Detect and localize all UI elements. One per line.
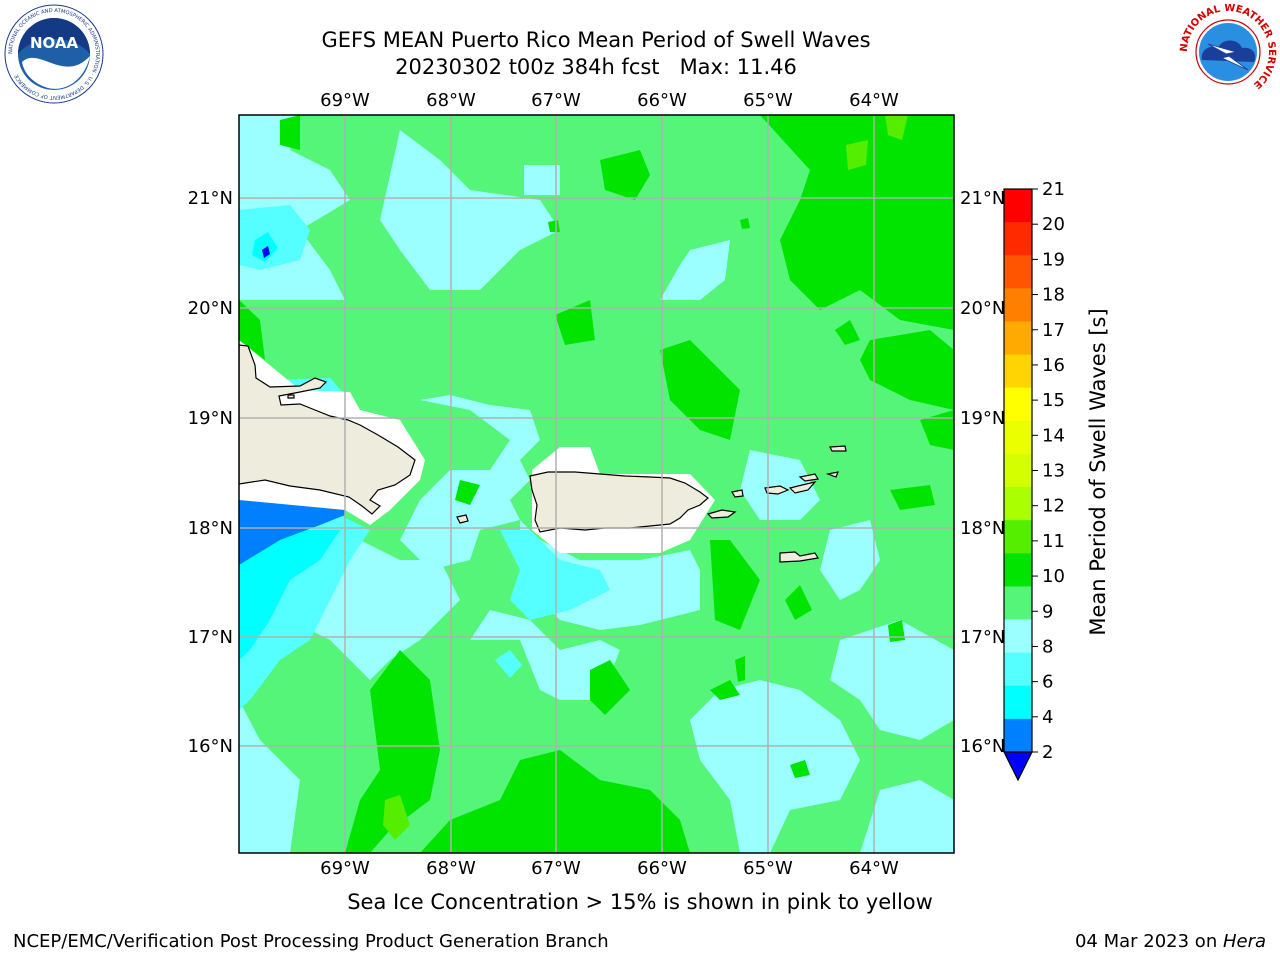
colorbar-segment — [1004, 321, 1032, 356]
lat-label-left: 21°N — [188, 188, 233, 209]
land-areas — [239, 344, 847, 563]
lon-label-top: 64°W — [849, 90, 899, 111]
st-thomas — [764, 485, 790, 495]
puerto-rico — [529, 471, 709, 533]
lon-label-bottom: 67°W — [531, 858, 581, 879]
colorbar-tick-label: 15 — [1042, 390, 1065, 411]
lon-label-top: 67°W — [531, 90, 581, 111]
colorbar-segment — [1004, 255, 1032, 289]
footer-machine: Hera — [1222, 931, 1266, 952]
colorbar-tick-label: 10 — [1042, 566, 1065, 587]
colorbar-tick-label: 6 — [1042, 672, 1053, 693]
colorbar-segment — [1004, 652, 1032, 687]
lat-label-right: 20°N — [960, 298, 1005, 319]
colorbar-tick-label: 11 — [1042, 531, 1065, 552]
contour-below-2 — [262, 246, 270, 258]
colorbar-segment — [1004, 387, 1032, 422]
lat-label-left: 16°N — [188, 736, 233, 757]
colorbar-segment — [1004, 619, 1032, 654]
lon-label-top: 66°W — [637, 90, 687, 111]
lon-label-bottom: 68°W — [426, 858, 476, 879]
navassa-speck — [287, 394, 295, 399]
map-frame — [238, 114, 955, 854]
lon-label-top: 69°W — [320, 90, 370, 111]
contour-8-9 — [239, 115, 954, 853]
st-john — [788, 480, 817, 494]
colorbar-tick-label: 4 — [1042, 707, 1053, 728]
noaa-logo-text: NOAA — [30, 34, 79, 52]
st-croix — [779, 551, 819, 563]
colorbar-label: Mean Period of Swell Waves [s] — [1086, 308, 1110, 635]
colorbar-segment — [1004, 520, 1032, 554]
tortola — [798, 473, 819, 482]
anegada — [829, 445, 847, 452]
contour-11-12 — [383, 115, 908, 840]
hispaniola — [239, 344, 416, 515]
colorbar-tick-label: 19 — [1042, 249, 1065, 270]
colorbar-segment — [1004, 222, 1032, 256]
lon-label-bottom: 69°W — [320, 858, 370, 879]
lon-label-bottom: 66°W — [637, 858, 687, 879]
colorbar-segment — [1004, 685, 1032, 720]
culebra — [731, 489, 744, 498]
colorbar-segment — [1004, 718, 1032, 753]
colorbar-segment — [1004, 354, 1032, 389]
footer-date-text: 04 Mar 2023 on — [1074, 931, 1223, 952]
contour-field — [239, 115, 954, 853]
lat-label-left: 18°N — [188, 518, 233, 539]
colorbar-tick-label: 20 — [1042, 214, 1065, 235]
lat-label-left: 19°N — [188, 408, 233, 429]
lat-label-left: 20°N — [188, 298, 233, 319]
colorbar-segment — [1004, 553, 1032, 587]
colorbar-segment — [1004, 586, 1032, 621]
lat-label-right: 21°N — [960, 188, 1005, 209]
colorbar-tick-label: 9 — [1042, 601, 1053, 622]
noaa-logo: NOAA NATIONAL OCEANIC AND ATMOSPHERIC AD… — [4, 4, 104, 104]
colorbar-tick-label: 17 — [1042, 320, 1065, 341]
colorbar-segment — [1004, 420, 1032, 455]
lon-label-top: 68°W — [426, 90, 476, 111]
lat-label-right: 16°N — [960, 736, 1005, 757]
contour-2-4 — [239, 500, 345, 565]
lat-label-right: 17°N — [960, 627, 1005, 648]
colorbar-tick-label: 8 — [1042, 636, 1053, 657]
lon-label-bottom: 65°W — [743, 858, 793, 879]
colorbar-under-arrow — [1003, 751, 1033, 782]
colorbar-segment — [1004, 189, 1032, 223]
lat-label-left: 17°N — [188, 627, 233, 648]
sea-ice-note: Sea Ice Concentration > 15% is shown in … — [347, 890, 933, 914]
colorbar-tick-label: 14 — [1042, 425, 1065, 446]
colorbar-segment — [1004, 453, 1032, 488]
virgin-gorda — [825, 471, 839, 478]
lon-label-bottom: 64°W — [849, 858, 899, 879]
colorbar-tick-label: 12 — [1042, 496, 1065, 517]
contour-10-11 — [239, 115, 954, 853]
lat-label-right: 19°N — [960, 408, 1005, 429]
colorbar-tick-label: 13 — [1042, 461, 1065, 482]
nws-logo: NATIONAL WEATHER SERVICE — [1179, 4, 1277, 99]
vieques — [706, 509, 737, 519]
colorbar-segment — [1004, 487, 1032, 521]
map-subtitle-forecast: 20230302 t00z 384h fcst Max: 11.46 — [395, 55, 797, 79]
footer-date: 04 Mar 2023 on Hera — [1075, 931, 1266, 952]
colorbar-tick-label: 18 — [1042, 285, 1065, 306]
lon-label-top: 65°W — [743, 90, 793, 111]
footer-credit: NCEP/EMC/Verification Post Processing Pr… — [13, 931, 609, 952]
colorbar-tick-label: 21 — [1042, 179, 1065, 200]
colorbar: 21 20 19 18 17 16 15 14 13 12 11 10 9 8 6 4 2 — [1003, 179, 1065, 782]
lat-label-right: 18°N — [960, 518, 1005, 539]
mona-island — [456, 514, 469, 524]
graticule — [239, 115, 954, 853]
colorbar-tick-label: 2 — [1042, 742, 1053, 763]
contour-4-6 — [239, 232, 340, 660]
colorbar-segment — [1004, 288, 1032, 322]
colorbar-tick-label: 16 — [1042, 355, 1065, 376]
map-title: GEFS MEAN Puerto Rico Mean Period of Swe… — [321, 28, 871, 52]
